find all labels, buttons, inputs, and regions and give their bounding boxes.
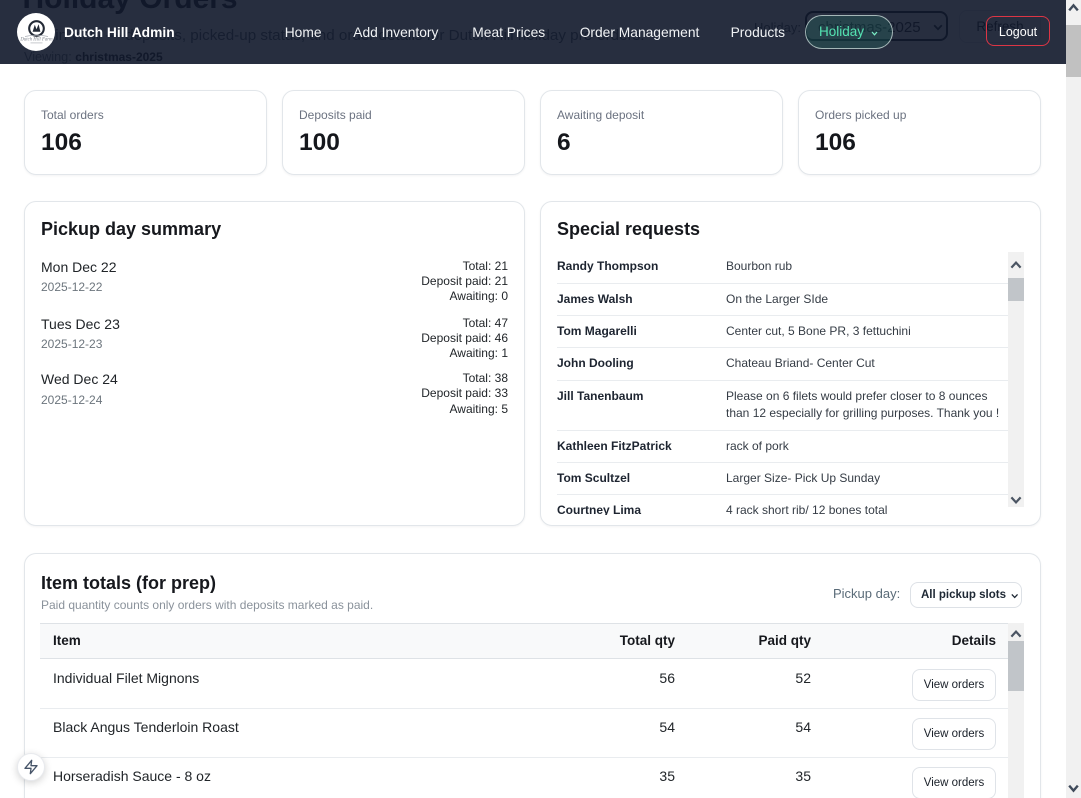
- svg-text:Dutch Hill Farm: Dutch Hill Farm: [19, 37, 53, 42]
